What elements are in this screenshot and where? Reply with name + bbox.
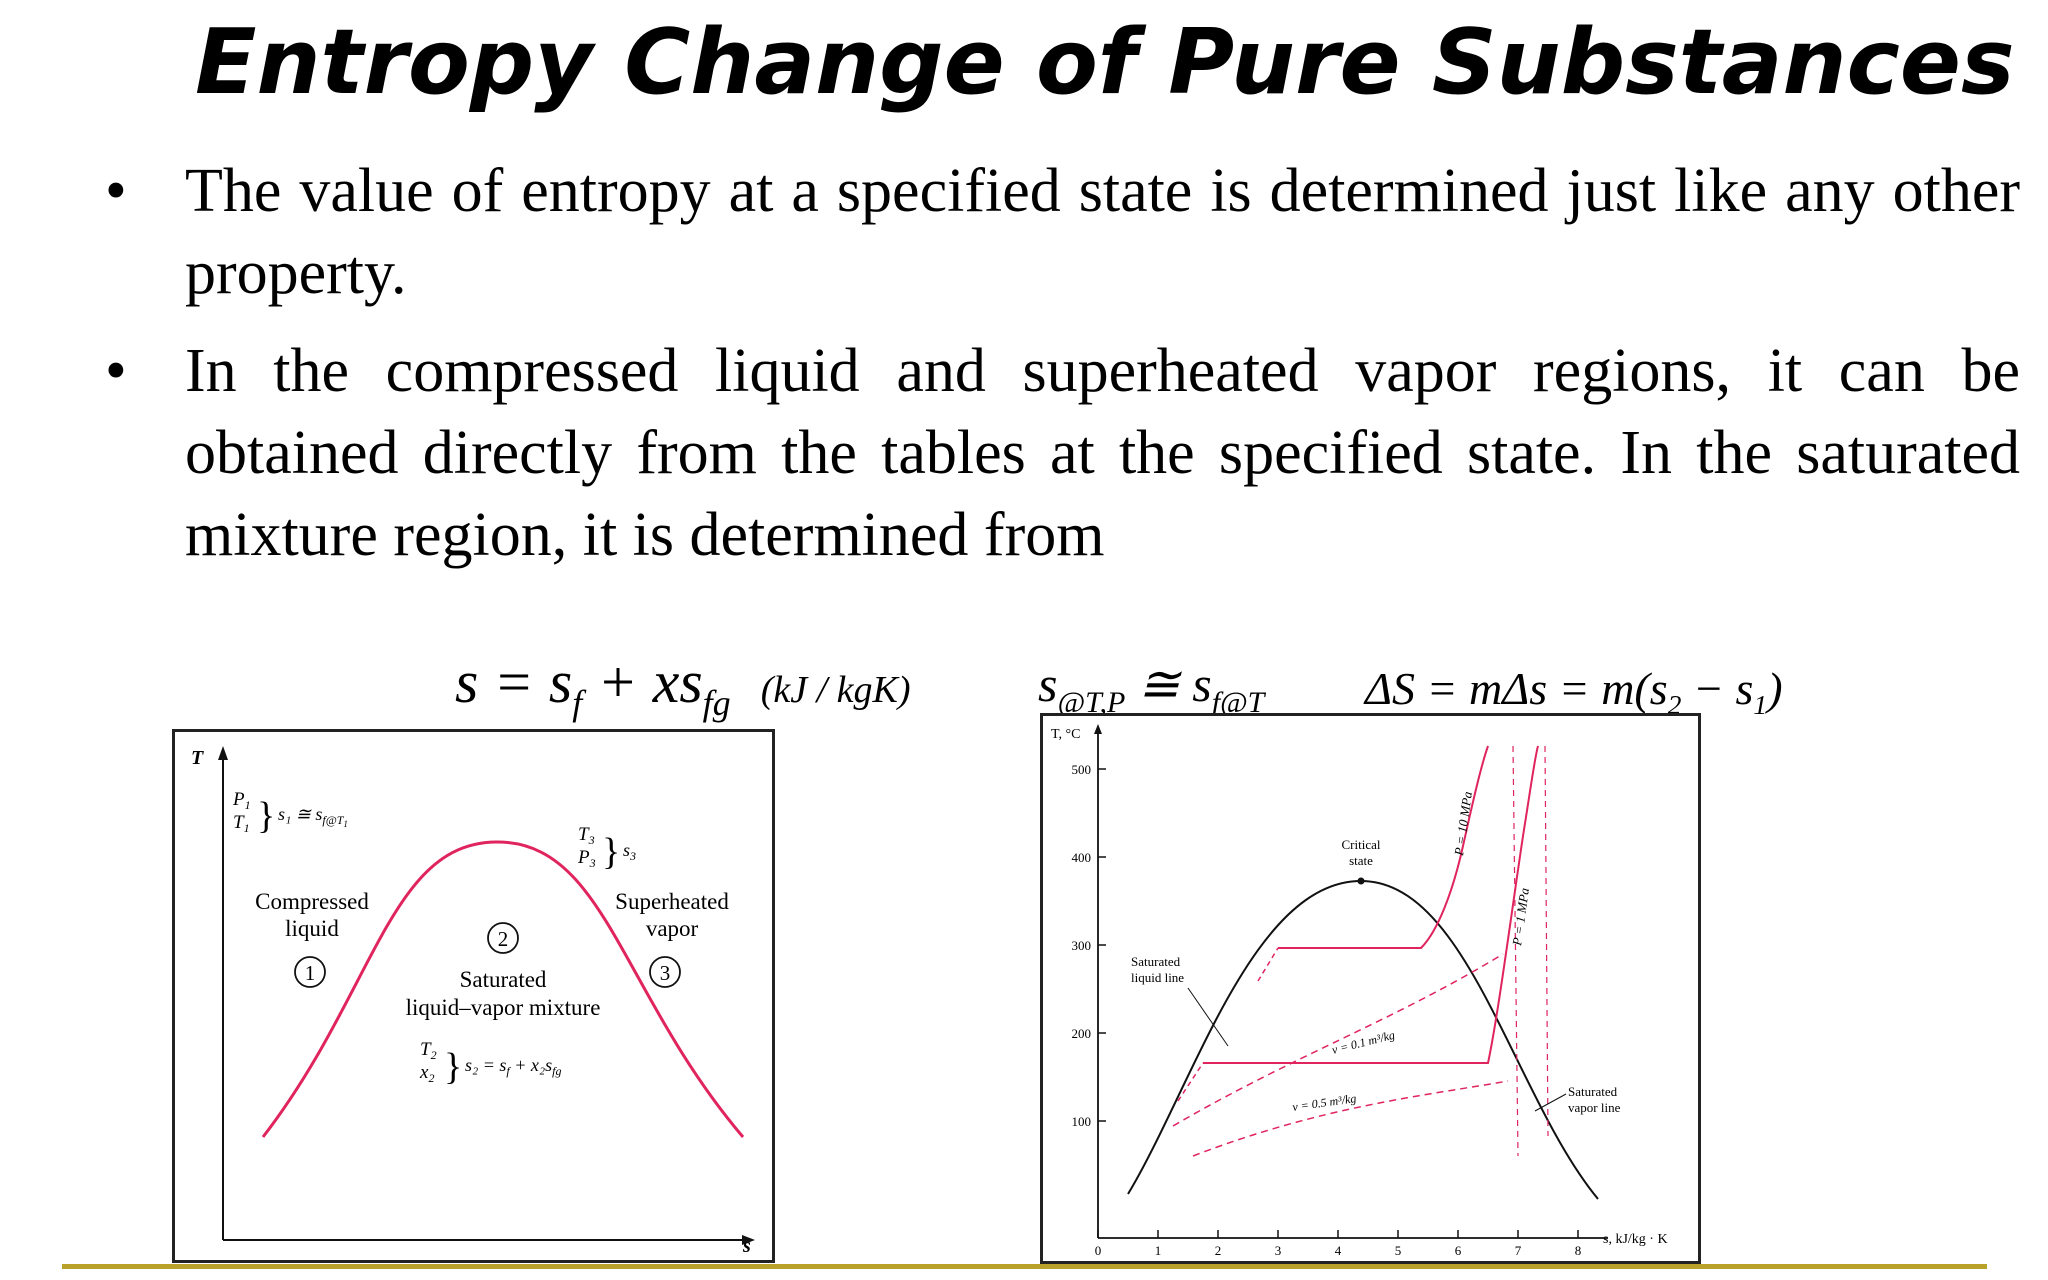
- axis-T-label: T: [191, 747, 204, 769]
- x-tick-label: 2: [1215, 1243, 1222, 1258]
- state3-brace: }: [602, 831, 620, 873]
- eq1-units: (kJ / kgK): [760, 669, 911, 711]
- footer-divider: [62, 1264, 1987, 1269]
- compressed-liquid-label-1: Compressed: [255, 889, 369, 914]
- superheated-vapor-label-1: Superheated: [615, 889, 729, 914]
- p-1mpa-label: P = 1 MPa: [1509, 886, 1532, 947]
- sat-vapor-label-1: Saturated: [1568, 1084, 1618, 1099]
- axis-s-label: s: [742, 1235, 751, 1257]
- eq1-sub-f: f: [572, 683, 583, 723]
- sat-vapor-label-2: vapor line: [1568, 1100, 1621, 1115]
- axis-T-label: T, °C: [1051, 727, 1080, 742]
- eq2-s: s: [1038, 656, 1058, 712]
- state2-brace: }: [444, 1046, 462, 1088]
- saturated-mixture-label-1: Saturated: [460, 967, 547, 992]
- state1-brace: }: [257, 795, 275, 837]
- x-tick-label: 8: [1575, 1243, 1582, 1258]
- state1-T: T1: [233, 812, 250, 835]
- ts-diagram-water: T, °C s, kJ/kg · K 500 400 300 200 100 0…: [1040, 713, 1701, 1264]
- saturated-mixture-label-2: liquid–vapor mixture: [406, 995, 601, 1020]
- critical-state-label-1: Critical: [1342, 837, 1381, 852]
- bullet-text-2: In the compressed liquid and superheated…: [185, 337, 2020, 569]
- isobar-10mpa-liquid: [1257, 947, 1279, 982]
- bullet-marker: •: [105, 157, 127, 225]
- compressed-liquid-approx-equation: s@T,P ≅ sf@T: [1038, 655, 1264, 720]
- state2-x: x2: [419, 1062, 434, 1085]
- y-axis-arrow-icon: [1094, 724, 1102, 734]
- isobar-1mpa-liquid: [1177, 1062, 1204, 1102]
- eq3-sub1: 1: [1753, 689, 1768, 721]
- state3-s: s3: [623, 840, 636, 863]
- mixture-entropy-equation: s = sf + xsfg (kJ / kgK): [455, 648, 911, 724]
- isobar-1mpa: [1203, 745, 1539, 1064]
- critical-state-label-2: state: [1349, 853, 1373, 868]
- eq3-sub2: 2: [1667, 689, 1682, 721]
- sat-liquid-leader: [1187, 987, 1229, 1047]
- compressed-liquid-label-2: liquid: [285, 916, 339, 941]
- state2-T: T2: [420, 1039, 437, 1062]
- y-tick-label: 300: [1072, 938, 1092, 953]
- x-tick-label: 7: [1515, 1243, 1522, 1258]
- region-2-number: 2: [498, 927, 509, 951]
- y-axis-arrow-icon: [218, 746, 228, 760]
- saturation-dome: [261, 840, 745, 1138]
- region-1-marker: [294, 956, 326, 988]
- state3-T: T3: [578, 824, 595, 847]
- isochore-0.5: [1192, 1080, 1509, 1157]
- critical-point-marker: [1357, 877, 1365, 885]
- v-0.5-label: v = 0.5 m³/kg: [1291, 1091, 1357, 1114]
- y-tick-label: 400: [1072, 850, 1092, 865]
- eq1-main: s = s: [455, 649, 573, 715]
- state3-P: P3: [577, 847, 596, 870]
- eq1-sub-fg: fg: [702, 683, 731, 723]
- eq2-approx: ≅ s: [1125, 656, 1212, 712]
- entropy-change-equation: ΔS = mΔs = m(s2 − s1): [1365, 662, 1783, 721]
- isochore-vertical-2: [1544, 745, 1549, 1137]
- x-tick-label: 0: [1095, 1243, 1102, 1258]
- x-tick-label: 4: [1335, 1243, 1342, 1258]
- eq1-plus: + xs: [582, 649, 703, 715]
- x-tick-label: 1: [1155, 1243, 1162, 1258]
- y-tick-label: 200: [1072, 1026, 1092, 1041]
- state1-P: P1: [232, 789, 251, 812]
- region-3-marker: [649, 956, 681, 988]
- state1-relation: s₁ ≅ sf@T1: [278, 804, 348, 829]
- slide-title: Entropy Change of Pure Substances: [195, 10, 2015, 115]
- ts-regions-svg: T s P1 T1 } s₁ ≅ sf@T1 Compressed liquid…: [191, 746, 755, 1257]
- axis-s-label: s, kJ/kg · K: [1603, 1232, 1668, 1247]
- ts-diagram-regions: T s P1 T1 } s₁ ≅ sf@T1 Compressed liquid…: [172, 729, 775, 1263]
- p-10mpa-label: P = 10 MPa: [1451, 790, 1475, 857]
- y-tick-label: 500: [1072, 762, 1092, 777]
- region-2-marker: [487, 922, 519, 954]
- y-tick-label: 100: [1072, 1114, 1092, 1129]
- x-tick-label: 3: [1275, 1243, 1282, 1258]
- isochore-0.1: [1172, 953, 1504, 1127]
- v-0.1-label: v = 0.1 m³/kg: [1330, 1028, 1396, 1057]
- isobar-10mpa: [1278, 745, 1489, 949]
- ts-water-svg: T, °C s, kJ/kg · K 500 400 300 200 100 0…: [1051, 724, 1668, 1258]
- bullet-text-1: The value of entropy at a specified stat…: [185, 157, 2020, 307]
- eq3-end: ): [1767, 663, 1783, 714]
- isochore-vertical-1: [1512, 745, 1519, 1157]
- x-tick-label: 6: [1455, 1243, 1462, 1258]
- state2-relation: s₂ = sf + x₂sfg: [465, 1055, 562, 1078]
- region-1-number: 1: [305, 961, 316, 985]
- sat-liquid-label-1: Saturated: [1131, 954, 1181, 969]
- eq3-text: ΔS = mΔs = m(s: [1365, 663, 1668, 714]
- sat-vapor-leader: [1534, 1093, 1567, 1112]
- region-3-number: 3: [660, 961, 671, 985]
- x-tick-label: 5: [1395, 1243, 1402, 1258]
- superheated-vapor-label-2: vapor: [646, 916, 699, 941]
- x-axis-arrow-icon: [742, 1235, 755, 1245]
- bullet-marker: •: [105, 337, 127, 405]
- sat-liquid-label-2: liquid line: [1131, 970, 1184, 985]
- eq3-mid: − s: [1681, 663, 1754, 714]
